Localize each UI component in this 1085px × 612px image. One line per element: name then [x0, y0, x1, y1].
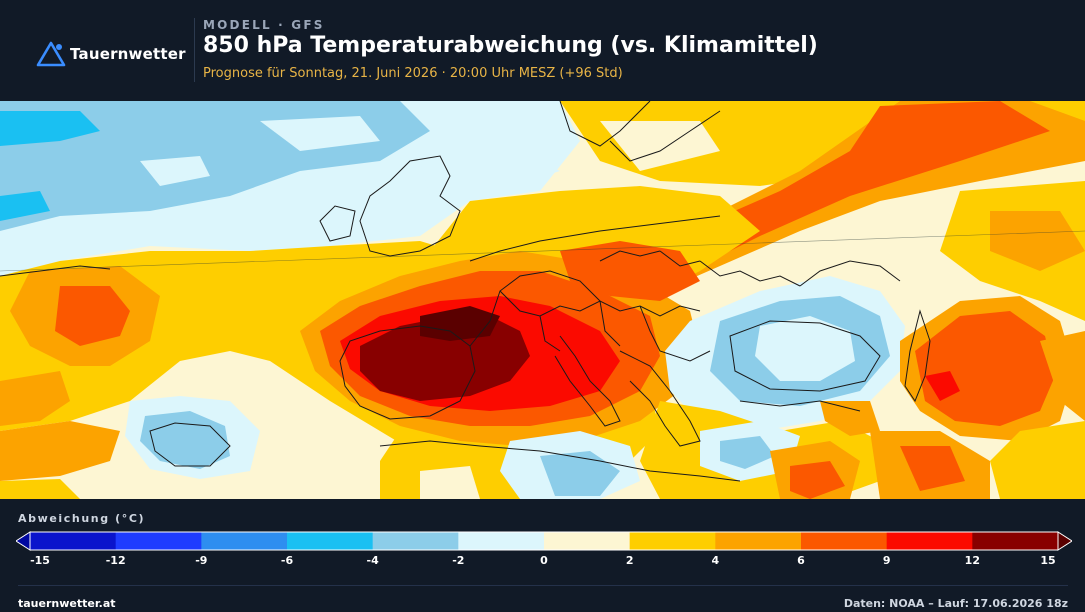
colorbar-tick-label: -9 — [195, 554, 208, 567]
header-divider — [194, 18, 195, 82]
colorbar-segment — [629, 532, 716, 550]
colorbar-segment — [30, 532, 117, 550]
colorbar-max-arrow — [1057, 531, 1072, 551]
colorbar-segment — [287, 532, 374, 550]
colorbar-tick-label: -12 — [105, 554, 126, 567]
header: Tauernwetter MODELL · GFS 850 hPa Temper… — [0, 0, 1085, 101]
website-link[interactable]: tauernwetter.at — [18, 597, 116, 610]
colorbar-tick-label: 15 — [1040, 554, 1056, 567]
colorbar-tick-label: 0 — [540, 554, 548, 567]
colorbar-tick-label: -6 — [280, 554, 294, 567]
page-title: 850 hPa Temperaturabweichung (vs. Klimam… — [203, 33, 818, 58]
colorbar — [16, 531, 1072, 551]
footer-divider — [18, 585, 1068, 586]
legend-title: Abweichung (°C) — [18, 512, 146, 525]
colorbar-segment — [715, 532, 802, 550]
colorbar-segment — [886, 532, 973, 550]
brand-name: Tauernwetter — [70, 45, 186, 63]
colorbar-segment — [115, 532, 202, 550]
colorbar-tick-label: -4 — [366, 554, 379, 567]
forecast-time: Prognose für Sonntag, 21. Juni 2026 · 20… — [203, 66, 623, 81]
colorbar-tick-label: 4 — [711, 554, 720, 567]
data-credits: Daten: NOAA – Lauf: 17.06.2026 18z — [843, 597, 1068, 610]
mountain-logo-icon — [36, 41, 66, 67]
colorbar-tick-label: 9 — [882, 554, 891, 567]
model-label: MODELL · GFS — [203, 18, 325, 32]
colorbar-segment — [544, 532, 631, 550]
colorbar-tick-label: -2 — [452, 554, 465, 567]
colorbar-tick-label: 2 — [625, 554, 634, 567]
colorbar-tick-label: 6 — [797, 554, 805, 567]
colorbar-segment — [972, 532, 1059, 550]
anomaly-field — [0, 101, 1085, 499]
legend-panel: Abweichung (°C) -15 -12 -9 -6 -4 -2 0 2 4 6 9 12 15 … — [0, 499, 1085, 612]
colorbar-segment — [201, 532, 288, 550]
colorbar-tick-label: -15 — [30, 554, 50, 567]
temperature-anomaly-map[interactable] — [0, 101, 1085, 499]
colorbar-segment — [372, 532, 459, 550]
colorbar-segment — [801, 532, 888, 550]
brand-logo[interactable]: Tauernwetter — [36, 40, 186, 68]
colorbar-segment — [458, 532, 545, 550]
colorbar-tick-label: 12 — [964, 554, 980, 567]
colorbar-min-arrow — [16, 531, 31, 551]
